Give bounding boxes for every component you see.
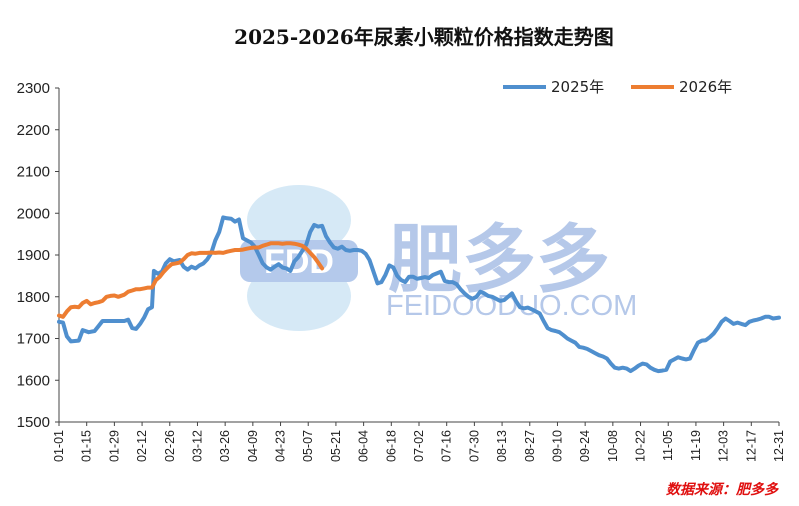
y-tick-label: 1900 — [17, 247, 50, 264]
x-tick-label: 09-24 — [578, 430, 592, 462]
y-tick-label: 1700 — [17, 331, 50, 348]
watermark: FDD 肥多多 FEIDOODUO.COM — [240, 185, 637, 331]
series-line-2025年 — [57, 215, 781, 374]
x-tick-label: 12-03 — [717, 430, 731, 462]
watermark-cn: 肥多多 — [388, 217, 610, 303]
x-tick-label: 07-16 — [440, 430, 454, 462]
x-tick-label: 05-07 — [301, 430, 315, 462]
x-tick-label: 01-15 — [80, 430, 94, 462]
y-ticks: 1500 1600 1700 1800 1900 2000 2100 2200 2300 — [17, 80, 59, 431]
series-group — [57, 215, 781, 374]
y-tick-label: 1800 — [17, 289, 50, 306]
x-tick-label: 04-09 — [246, 430, 260, 462]
x-tick-label: 09-10 — [550, 430, 564, 462]
series-line-2026年 — [57, 241, 325, 319]
y-tick-label: 1600 — [17, 372, 50, 389]
x-tick-label: 05-21 — [329, 430, 343, 462]
x-tick-label: 02-26 — [163, 430, 177, 462]
x-tick-label: 08-27 — [523, 430, 537, 462]
watermark-logo-band — [240, 240, 358, 282]
source-note: 数据来源：肥多多 — [666, 481, 779, 498]
legend-label-2025: 2025年 — [551, 78, 604, 96]
y-tick-label: 2000 — [17, 205, 50, 222]
x-tick-label: 12-17 — [744, 430, 758, 462]
x-tick-label: 06-04 — [357, 430, 371, 462]
x-tick-label: 12-31 — [772, 430, 786, 462]
x-tick-label: 02-12 — [135, 430, 149, 462]
x-tick-label: 07-30 — [467, 430, 481, 462]
legend: 2025年 2026年 — [503, 78, 732, 96]
legend-label-2026: 2026年 — [679, 78, 732, 96]
x-tick-label: 10-08 — [606, 430, 620, 462]
x-tick-label: 03-26 — [218, 430, 232, 462]
x-ticks: 01-01 01-15 01-29 02-12 02-26 03-12 03-26 04-09… — [52, 422, 786, 462]
y-tick-label: 2200 — [17, 122, 50, 139]
x-tick-label: 11-05 — [661, 430, 675, 461]
x-tick-label: 07-02 — [412, 430, 426, 462]
x-tick-label: 03-12 — [190, 430, 204, 462]
y-tick-label: 2100 — [17, 164, 50, 181]
y-tick-label: 2300 — [17, 80, 50, 97]
y-tick-label: 1500 — [17, 414, 50, 431]
x-tick-label: 08-13 — [495, 430, 509, 462]
chart-title: 2025-2026年尿素小颗粒价格指数走势图 — [234, 25, 614, 49]
x-tick-label: 01-29 — [107, 430, 121, 462]
x-tick-label: 04-23 — [274, 430, 288, 462]
x-tick-label: 01-01 — [52, 430, 66, 462]
watermark-logo-text: FDD — [264, 243, 334, 281]
x-tick-label: 11-19 — [689, 430, 703, 461]
x-tick-label: 10-22 — [634, 430, 648, 462]
x-tick-label: 06-18 — [384, 430, 398, 462]
